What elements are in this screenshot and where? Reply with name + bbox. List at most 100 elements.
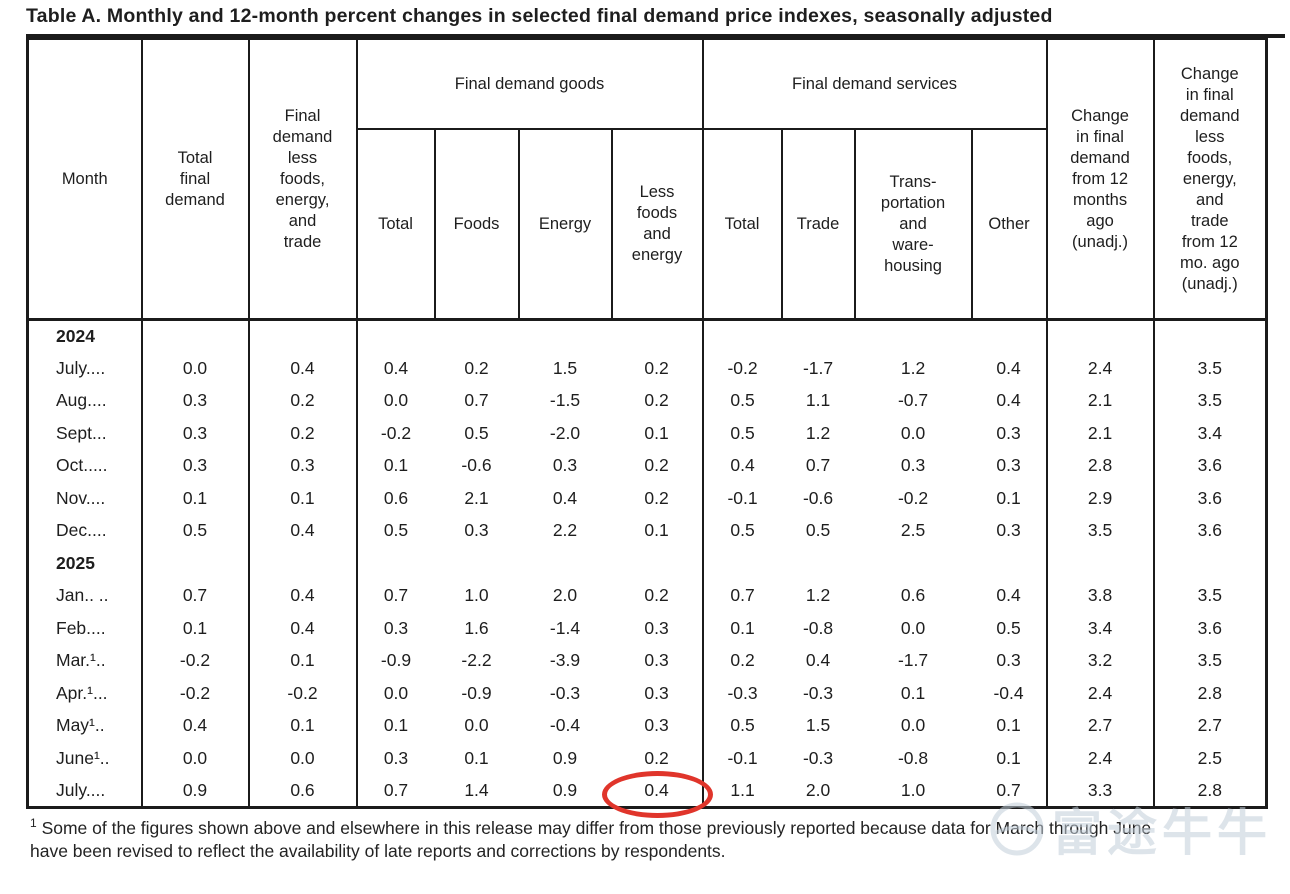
table-row: May¹.. 0.4 0.1 0.1 0.0 -0.4 0.3 0.5 1.5 0.0 0.1 2.… [28, 709, 1267, 742]
cell-value: 0.2 [464, 357, 489, 378]
cell-value: 2.2 [552, 520, 578, 541]
cell-value: -0.2 [140, 644, 249, 677]
month-cell: Dec.... [56, 520, 107, 541]
month-cell: July.... [56, 779, 106, 800]
cell-value: 0.1 [996, 715, 1021, 736]
cell-value: 0.0 [355, 384, 435, 417]
cell-value: 0.9 [552, 747, 578, 768]
col-header-change-12mo: Change in final demand from 12 months ag… [1045, 37, 1155, 321]
cell-value: 0.9 [552, 779, 578, 800]
col-header-total-final-demand: Total final demand [140, 37, 250, 321]
header-row-subcolumns: Total Foods Energy Less foods and energy… [28, 128, 1267, 321]
cell-value: 0.7 [355, 774, 435, 807]
cell-value: 0.7 [805, 455, 831, 476]
cell-value: 0.5 [140, 514, 249, 547]
cell-value: 0.4 [996, 585, 1021, 606]
cell-value: 3.6 [1152, 514, 1267, 547]
cell-value: 0.7 [140, 579, 249, 612]
table-row: Mar.¹.. -0.2 0.1 -0.9 -2.2 -3.9 0.3 0.2 0.4 -1.7… [28, 644, 1267, 677]
col-header-services-trade: Trade [780, 128, 856, 321]
month-cell: Sept... [56, 422, 107, 443]
cell-value: -0.4 [549, 715, 581, 736]
cell-value: 0.4 [552, 487, 578, 508]
cell-value: 0.6 [247, 774, 357, 807]
table-row: Apr.¹... -0.2 -0.2 0.0 -0.9 -0.3 0.3 -0.3 -0.3 0… [28, 677, 1267, 710]
month-cell: Oct..... [56, 455, 108, 476]
cell-value: 3.6 [1152, 449, 1267, 482]
cell-value: -0.1 [701, 742, 782, 775]
col-header-goods-less-foods-energy: Less foods and energy [610, 128, 704, 321]
cell-value: 0.1 [355, 449, 435, 482]
cell-value: 1.1 [701, 774, 782, 807]
table-row: Nov.... 0.1 0.1 0.6 2.1 0.4 0.2 -0.1 -0.6 -0.2 0.… [28, 482, 1267, 515]
cell-value: 1.1 [805, 390, 831, 411]
month-cell: June¹.. [56, 747, 110, 768]
year-row: 2024 [28, 319, 1267, 352]
cell-value: 0.6 [355, 482, 435, 515]
cell-value: 0.5 [701, 384, 782, 417]
cell-value: 0.3 [644, 715, 669, 736]
cell-value: -0.2 [247, 677, 357, 710]
cell-value: 0.5 [996, 617, 1021, 638]
cell-value: 3.5 [1152, 384, 1267, 417]
cell-value: 0.3 [552, 455, 578, 476]
cell-value: 0.2 [644, 747, 669, 768]
cell-value: -0.9 [355, 644, 435, 677]
cell-value: -0.8 [802, 617, 834, 638]
cell-value: 0.3 [996, 455, 1021, 476]
cell-value: 1.0 [464, 585, 489, 606]
footnote: 1 Some of the figures shown above and el… [30, 817, 1190, 862]
cell-value: 0.0 [355, 677, 435, 710]
month-cell: Jan.. .. [56, 585, 109, 606]
cell-value: 2.8 [1045, 449, 1154, 482]
cell-value: 0.0 [140, 742, 249, 775]
cell-value: 0.3 [644, 682, 669, 703]
month-cell: Apr.¹... [56, 682, 108, 703]
cell-value: 0.6 [900, 585, 926, 606]
month-cell: Feb.... [56, 617, 106, 638]
cell-value: -0.2 [701, 352, 782, 385]
col-header-services-transportation: Trans- portation and ware- housing [853, 128, 973, 321]
cell-value: 0.4 [247, 514, 357, 547]
cell-value: 3.4 [1045, 612, 1154, 645]
cell-value: 0.0 [247, 742, 357, 775]
cell-value: 1.2 [805, 422, 831, 443]
cell-value: 2.9 [1045, 482, 1154, 515]
cell-value: 2.7 [1045, 709, 1154, 742]
price-index-table: Month Total final demand Final demand le… [26, 37, 1269, 809]
cell-value: -0.9 [461, 682, 492, 703]
cell-value: -1.4 [549, 617, 581, 638]
cell-value: 0.4 [805, 650, 831, 671]
cell-value: 3.3 [1045, 774, 1154, 807]
month-cell: Nov.... [56, 487, 106, 508]
cell-value: 0.0 [464, 715, 489, 736]
footnote-marker: 1 [30, 816, 37, 831]
table-row: Dec.... 0.5 0.4 0.5 0.3 2.2 0.1 0.5 0.5 2.5 0.3 3.… [28, 514, 1267, 547]
cell-value: 3.5 [1045, 514, 1154, 547]
cell-value: 0.1 [247, 644, 357, 677]
cell-value: 1.2 [805, 585, 831, 606]
cell-value: 0.1 [900, 682, 926, 703]
cell-value: 3.2 [1045, 644, 1154, 677]
cell-value: 1.0 [900, 779, 926, 800]
table-row: Oct..... 0.3 0.3 0.1 -0.6 0.3 0.2 0.4 0.7 0.3 0.3… [28, 449, 1267, 482]
cell-value: 2.1 [464, 487, 489, 508]
cell-value: 0.4 [247, 612, 357, 645]
month-cell: Mar.¹.. [56, 650, 106, 671]
cell-value: 0.3 [355, 742, 435, 775]
cell-value: -2.0 [549, 422, 581, 443]
cell-value: 1.5 [805, 715, 831, 736]
cell-value: 3.8 [1045, 579, 1154, 612]
cell-value: 0.3 [996, 650, 1021, 671]
cell-value: -0.2 [355, 417, 435, 450]
col-header-less-foods-energy-trade: Final demand less foods, energy, and tra… [247, 37, 358, 321]
cell-value: 0.0 [900, 617, 926, 638]
cell-value: -0.4 [993, 682, 1024, 703]
year-label: 2024 [56, 326, 95, 346]
cell-value: 0.1 [140, 612, 249, 645]
cell-value: 2.5 [1152, 742, 1267, 775]
group-header-final-demand-services: Final demand services [701, 37, 1048, 130]
cell-value: 0.5 [701, 709, 782, 742]
cell-value: 1.4 [464, 779, 489, 800]
